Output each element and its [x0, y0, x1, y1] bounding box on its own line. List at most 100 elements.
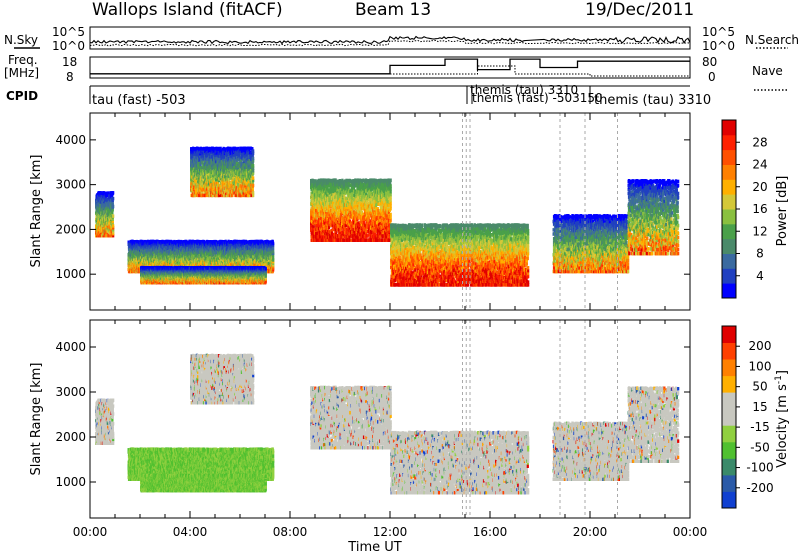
power-cell-444 [109, 219, 112, 224]
power-cell-354 [106, 231, 109, 235]
power-cell-365 [106, 229, 109, 233]
noise-panel: N.Sky 10^5 10^0 10^5 10^0 N.Search [4, 25, 799, 53]
power-cell-1144 [148, 250, 151, 254]
cpid-label: CPID [6, 89, 38, 103]
beam-label: Beam 13 [355, 0, 431, 20]
power-cell-2540 [196, 249, 199, 254]
power-cell-3430 [228, 262, 231, 266]
power-cell-44 [96, 198, 99, 203]
power-cell-281 [103, 191, 106, 195]
power-cell-27 [95, 200, 98, 205]
power-cell-4688 [271, 239, 274, 244]
power-cell-1759 [170, 239, 173, 244]
power-cell-4573 [267, 258, 271, 262]
date-label: 19/Dec/2011 [585, 0, 694, 20]
power-cell-4408 [261, 249, 264, 254]
power-cell-4548 [266, 239, 269, 244]
power-cell-3964 [247, 261, 250, 265]
power-cell-527 [112, 230, 115, 234]
freq-label-line2: [MHz] [4, 66, 39, 80]
power-cell-3483 [230, 243, 233, 248]
power-cell-720 [133, 257, 136, 261]
power-cell-543 [127, 240, 130, 244]
power-cell-406 [108, 220, 111, 225]
power-cell-4700 [272, 246, 275, 251]
power-cell-2742 [204, 241, 207, 245]
power-cell-1806 [171, 242, 174, 247]
noise-tick-left-bottom: 10^0 [52, 39, 85, 53]
power-cell-4417 [262, 240, 265, 244]
power-cell-550 [127, 247, 131, 251]
freq-nave-panel: Freq. [MHz] 18 8 80 0 Nave [4, 53, 788, 91]
power-cell-110 [98, 231, 101, 236]
power-cell-532 [112, 204, 115, 209]
power-cell-4699 [272, 249, 275, 254]
noise-tick-right-top: 10^5 [702, 25, 735, 39]
power-cell-4078 [250, 242, 253, 246]
power-cell-2849 [207, 243, 211, 248]
nsearch-label: N.Search [745, 33, 799, 47]
power-cell-2865 [208, 256, 211, 260]
power-cell-530 [112, 224, 115, 228]
power-cell-2766 [205, 247, 208, 252]
power-cell-773 [135, 242, 138, 246]
power-cell-522 [111, 200, 114, 205]
cpid-segment-3: themis (fast) -503150 [472, 91, 603, 105]
power-cell-531 [112, 214, 115, 218]
power-cell-3662 [236, 247, 239, 251]
power-cell-4696 [272, 256, 275, 260]
power-cell-3045 [215, 253, 218, 257]
power-cell-1050 [145, 256, 148, 260]
power-cell-3106 [217, 256, 220, 260]
freq-series [90, 58, 690, 75]
freq-tick-bottom: 8 [66, 70, 74, 84]
power-cell-337 [105, 196, 108, 200]
power-cell-268 [103, 233, 106, 238]
power-cell-519 [111, 208, 114, 212]
power-cell-3110 [217, 242, 220, 247]
power-cell-135 [99, 196, 102, 201]
power-cell-2105 [182, 261, 185, 265]
power-cell-4279 [257, 239, 260, 244]
power-cell-517 [111, 217, 114, 221]
power-cell-368 [106, 216, 109, 220]
cpid-segment-1: tau (fast) -503 [92, 93, 186, 108]
power-cell-534 [112, 191, 115, 195]
power-cell-4612 [269, 259, 272, 263]
power-cell-376 [107, 233, 110, 238]
power-cell-731 [134, 263, 137, 267]
power-cell-1092 [146, 239, 149, 244]
nave-tick-top: 80 [702, 55, 717, 69]
power-cell-96 [98, 228, 101, 232]
power-cell-23 [95, 222, 98, 226]
power-cell-3931 [245, 240, 248, 244]
power-cell-4111 [252, 255, 255, 259]
power-cell-2002 [178, 257, 181, 261]
plot-title: Wallops Island (fitACF) [92, 0, 283, 20]
power-cell-45 [96, 196, 99, 201]
power-cell-526 [112, 231, 115, 236]
power-cell-4550 [267, 265, 270, 270]
power-cell-504 [111, 212, 114, 216]
nsky-label: N.Sky [4, 33, 38, 47]
power-cell-67 [97, 233, 100, 238]
freq-label-line1: Freq. [8, 53, 38, 67]
cpid-segment-2: themis (tau) 3310 [470, 83, 578, 97]
power-cell-3060 [215, 240, 218, 244]
power-cell-529 [112, 226, 115, 230]
nave-tick-bottom: 0 [708, 70, 716, 84]
power-cell-4702 [272, 241, 275, 246]
power-cell-4442 [263, 258, 266, 262]
power-cell-4412 [262, 263, 265, 267]
noise-tick-left-top: 10^5 [52, 25, 85, 39]
power-cell-351 [105, 193, 108, 198]
power-cell-334 [105, 203, 108, 207]
noise-tick-right-bottom: 10^0 [702, 39, 735, 53]
freq-tick-top: 18 [62, 55, 77, 69]
power-cell-3646 [236, 258, 239, 263]
power-cell-1687 [167, 254, 170, 259]
power-cell-438 [109, 233, 112, 238]
power-cell-533 [112, 196, 115, 201]
power-cell-394 [107, 225, 111, 229]
cpid-row: CPID tau (fast) -503 themis (tau) 3310 t… [6, 83, 711, 108]
